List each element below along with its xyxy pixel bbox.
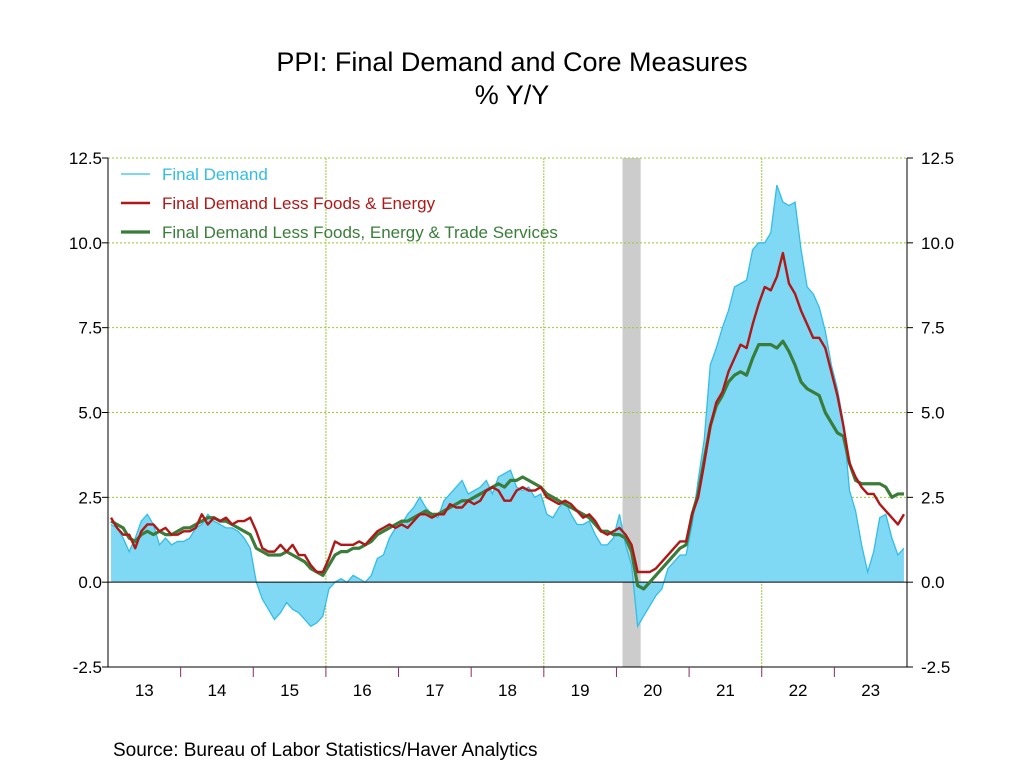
x-tick-label: 20 <box>643 681 662 700</box>
y-tick-label-left: 2.5 <box>78 488 102 507</box>
y-tick-label-left: -2.5 <box>73 658 102 677</box>
y-tick-label-right: -2.5 <box>921 658 950 677</box>
final-demand-area-layer <box>108 184 907 629</box>
y-tick-label-left: 7.5 <box>78 319 102 338</box>
y-axis-right: 12.5 10.0 7.5 5.0 2.5 0.0 -2.5 <box>907 149 954 677</box>
x-tick-label: 19 <box>571 681 590 700</box>
legend-label: Final Demand Less Foods & Energy <box>162 194 436 213</box>
legend: Final Demand Final Demand Less Foods & En… <box>121 165 558 242</box>
y-tick-label-right: 12.5 <box>921 149 954 168</box>
y-tick-label-left: 0.0 <box>78 573 102 592</box>
y-tick-label-left: 5.0 <box>78 404 102 423</box>
x-tick-label: 13 <box>135 681 154 700</box>
x-tick-label: 23 <box>861 681 880 700</box>
chart-title: PPI: Final Demand and Core Measures <box>276 47 747 77</box>
y-tick-label-right: 2.5 <box>921 488 945 507</box>
chart-subtitle: % Y/Y <box>475 80 550 110</box>
less-foods-energy-line <box>109 251 906 574</box>
series-lines-layer <box>109 251 906 591</box>
final-demand-area <box>111 185 904 627</box>
x-tick-label: 17 <box>425 681 444 700</box>
legend-label: Final Demand Less Foods, Energy & Trade … <box>162 223 558 242</box>
legend-label: Final Demand <box>162 165 268 184</box>
y-tick-label-right: 5.0 <box>921 404 945 423</box>
x-axis-ticks <box>180 667 835 677</box>
plot-area: 12.5 10.0 7.5 5.0 2.5 0.0 -2.5 12.5 10.0 7.5 5.0 2… <box>69 149 954 700</box>
x-tick-label: 21 <box>716 681 735 700</box>
y-tick-label-right: 10.0 <box>921 234 954 253</box>
x-tick-label: 15 <box>280 681 299 700</box>
x-tick-label: 16 <box>353 681 372 700</box>
final-demand-line <box>110 184 905 629</box>
x-tick-label: 18 <box>498 681 517 700</box>
y-axis-left: 12.5 10.0 7.5 5.0 2.5 0.0 -2.5 <box>69 149 108 677</box>
y-tick-label-left: 12.5 <box>69 149 102 168</box>
x-tick-label: 22 <box>789 681 808 700</box>
y-tick-label-right: 7.5 <box>921 319 945 338</box>
x-axis-labels: 13 14 15 16 17 18 19 20 21 22 23 <box>135 681 880 700</box>
x-tick-label: 14 <box>207 681 226 700</box>
source-note: Source: Bureau of Labor Statistics/Haver… <box>113 740 538 761</box>
y-tick-label-right: 0.0 <box>921 573 945 592</box>
y-tick-label-left: 10.0 <box>69 234 102 253</box>
less-foods-energy-trade-line <box>110 339 904 591</box>
